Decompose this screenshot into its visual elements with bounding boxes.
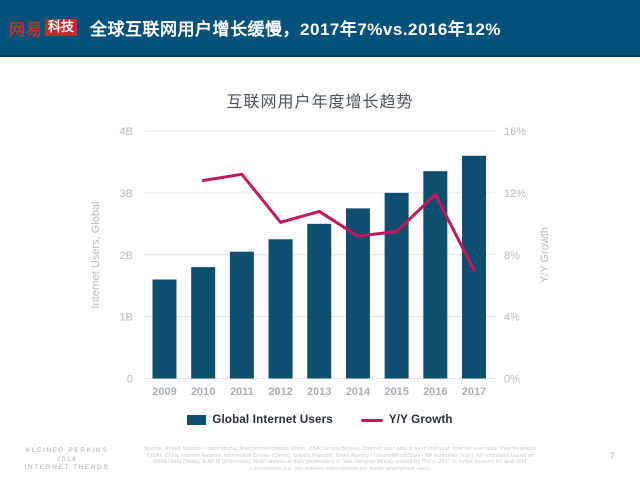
legend-item-line: Y/Y Growth	[360, 414, 453, 426]
y-left-tick-label: 0	[127, 374, 133, 386]
header-bar: 网易 科技 全球互联网用户增长缓慢，2017年7%vs.2016年12%	[0, 0, 640, 57]
brand-line: 2018	[56, 455, 78, 463]
tech-logo-badge: 科技	[45, 19, 78, 36]
y-right-tick-label: 16%	[504, 126, 526, 138]
left-axis-title: Internet Users, Global	[90, 202, 102, 309]
legend-item-bars: Global Internet Users	[187, 414, 333, 426]
y-left-tick-label: 1B	[120, 312, 133, 324]
brand-line: INTERNET TRENDS	[24, 464, 110, 471]
bar-2016	[423, 171, 448, 379]
source-note: Source: United Nations / International T…	[143, 446, 537, 472]
x-tick-label: 2009	[152, 386, 176, 398]
growth-line	[201, 172, 476, 272]
chart-title: 互联网用户年度增长趋势	[226, 94, 414, 111]
y-left-tick-label: 3B	[120, 188, 133, 200]
kleiner-perkins-brand: KLEINER PERKINS 2018 INTERNET TRENDS	[6, 447, 128, 473]
x-tick-label: 2016	[423, 386, 447, 398]
bar-2013	[307, 223, 332, 379]
netease-logo-text: 网易	[9, 21, 44, 39]
legend-line-label: Y/Y Growth	[388, 414, 453, 426]
chart-legend: Global Internet Users Y/Y Growth	[0, 410, 640, 430]
x-tick-label: 2015	[384, 386, 408, 398]
bar-2011	[229, 251, 254, 379]
y-left-tick-label: 2B	[120, 250, 133, 262]
bar-2012	[268, 239, 293, 379]
right-axis-title: Y/Y Growth	[539, 227, 551, 283]
x-tick-label: 2011	[230, 386, 254, 398]
y-right-tick-label: 4%	[504, 312, 520, 324]
netease-tech-logo: 网易 科技	[9, 16, 78, 40]
page-number: 7	[609, 451, 615, 461]
growth-chart: 0 1B 2B 3B 4B 0% 4% 8% 12% 16% Internet Users, Glo…	[90, 126, 551, 398]
y-left-tick-label: 4B	[120, 126, 133, 138]
headline: 全球互联网用户增长缓慢，2017年7%vs.2016年12%	[90, 20, 501, 39]
bar-2009	[152, 279, 177, 379]
y-right-tick-label: 8%	[504, 250, 520, 262]
y-right-tick-label: 0%	[504, 374, 520, 386]
x-tick-label: 2010	[191, 386, 215, 398]
bar-2015	[384, 192, 409, 379]
x-tick-label: 2017	[462, 386, 486, 398]
line-swatch-icon	[360, 418, 383, 422]
y-right-tick-label: 12%	[504, 188, 526, 200]
x-tick-label: 2013	[307, 386, 331, 398]
x-tick-label: 2014	[346, 386, 371, 398]
x-tick-label: 2012	[268, 386, 292, 398]
bar-swatch-icon	[187, 415, 207, 425]
brand-line: KLEINER PERKINS	[25, 447, 109, 454]
bar-2010	[191, 267, 216, 379]
legend-bar-label: Global Internet Users	[212, 414, 333, 426]
